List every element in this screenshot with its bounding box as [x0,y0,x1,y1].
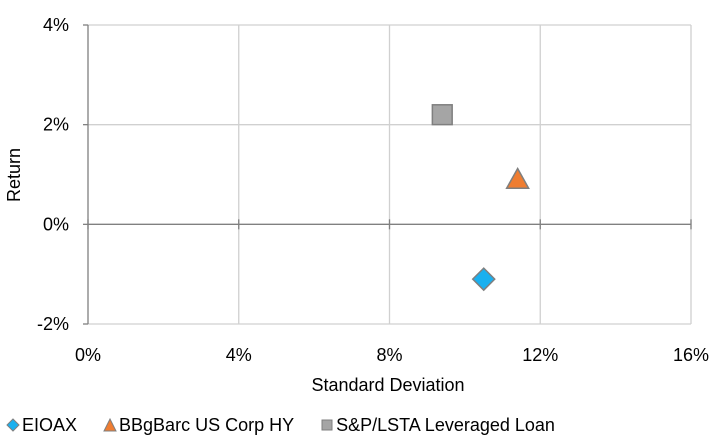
point-s-p-lsta-leveraged-loan [431,104,453,126]
y-tick-label: 4% [43,15,69,35]
y-tick-label: 2% [43,115,69,135]
legend-item: BBgBarc US Corp HY [103,415,294,436]
x-tick-label: 4% [226,345,252,365]
square-marker-icon [321,419,333,431]
grid-lines [88,24,692,325]
x-axis-title: Standard Deviation [311,375,464,395]
legend-label: EIOAX [22,414,78,435]
x-tick-label: 16% [673,345,709,365]
legend-item: EIOAX [6,415,77,436]
y-tick-label: 0% [43,214,69,234]
diamond-marker-icon [6,418,20,432]
legend-item: S&P/LSTA Leveraged Loan [320,415,555,436]
x-tick-label: 12% [522,345,558,365]
tick-labels: -2% 0% 2% 4% 0% 4% 8% 12% 16% [37,15,709,365]
point-bbgbarc-us-corp-hy [505,166,530,190]
point-eioax [471,267,496,292]
legend-label: S&P/LSTA Leveraged Loan [336,414,555,435]
axes [83,24,692,325]
x-tick-label: 8% [376,345,402,365]
x-tick-label: 0% [75,345,101,365]
y-tick-label: -2% [37,314,69,334]
triangle-marker-icon [103,418,117,432]
y-axis-title: Return [4,148,24,202]
legend-label: BBgBarc US Corp HY [119,414,295,435]
data-points [431,104,530,292]
legend: EIOAX BBgBarc US Corp HY S&P/LSTA Leverage… [0,412,712,438]
